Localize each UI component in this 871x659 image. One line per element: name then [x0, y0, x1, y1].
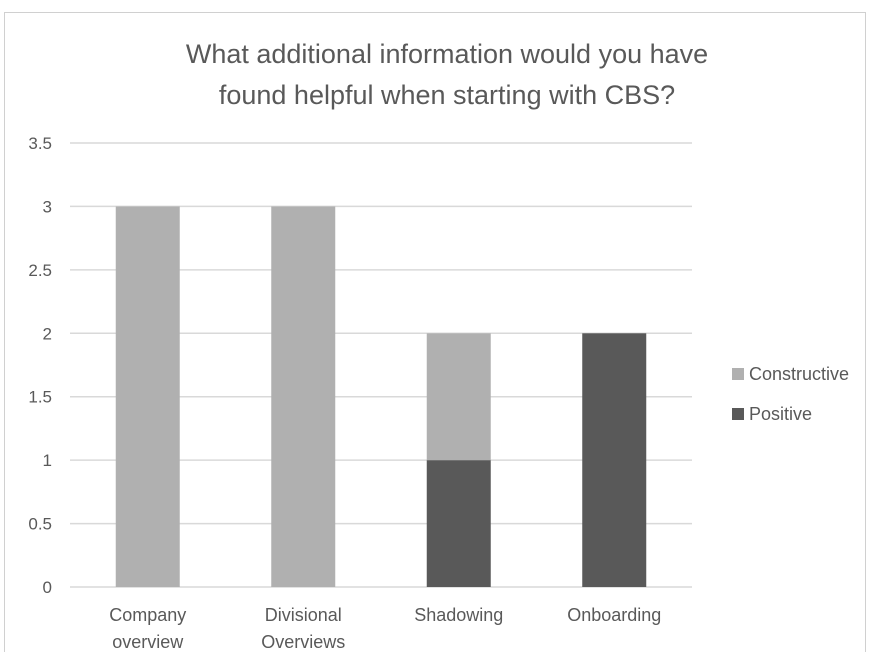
x-axis-tick-labels: Company overview Divisional Overviews Shadow…	[109, 605, 661, 652]
legend-swatch-constructive	[732, 368, 744, 380]
x-tick-label: overview	[112, 632, 184, 652]
bar-positive-2	[426, 460, 491, 587]
legend-label-constructive: Constructive	[749, 364, 849, 384]
y-tick-label: 1.5	[28, 388, 52, 407]
y-tick-label: 3	[43, 197, 52, 216]
y-tick-label: 2	[43, 324, 52, 343]
legend-swatch-positive	[732, 408, 744, 420]
y-tick-label: 2.5	[28, 261, 52, 280]
chart-title-line-2: found helpful when starting with CBS?	[219, 80, 675, 110]
x-tick-label: Divisional	[265, 605, 342, 625]
y-tick-label: 0	[43, 578, 52, 597]
legend: Constructive Positive	[732, 364, 849, 424]
y-axis-tick-labels: 0 0.5 1 1.5 2 2.5 3 3.5	[28, 134, 52, 597]
x-tick-label: Shadowing	[414, 605, 503, 625]
chart-title-line-1: What additional information would you ha…	[186, 39, 708, 69]
bar-constructive-2	[426, 333, 491, 461]
bar-constructive-0	[115, 206, 180, 587]
bars	[115, 206, 647, 587]
y-tick-label: 0.5	[28, 515, 52, 534]
chart-frame	[4, 12, 866, 652]
y-tick-label: 3.5	[28, 134, 52, 153]
bar-positive-3	[582, 333, 647, 587]
x-tick-label: Company	[109, 605, 186, 625]
bar-constructive-1	[271, 206, 336, 587]
x-tick-label: Overviews	[261, 632, 345, 652]
y-tick-label: 1	[43, 451, 52, 470]
legend-label-positive: Positive	[749, 404, 812, 424]
x-tick-label: Onboarding	[567, 605, 661, 625]
